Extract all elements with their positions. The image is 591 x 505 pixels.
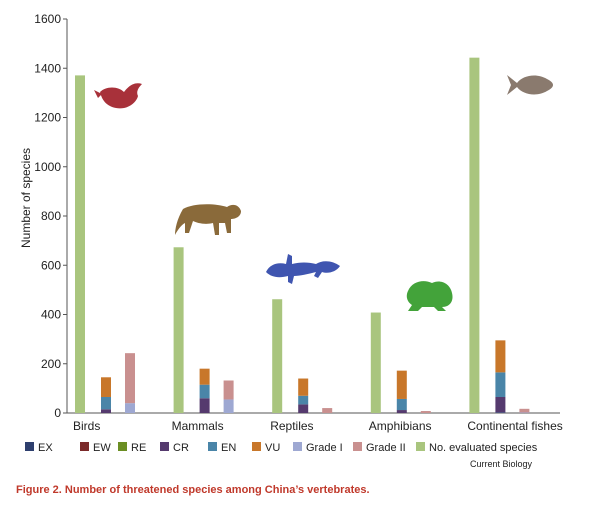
legend-label: EW [93,442,111,454]
bar-ex [495,412,506,413]
bar-cr [298,404,309,413]
legend-swatch [118,442,127,451]
x-category-label: Continental fishes [467,419,562,433]
frog-icon [406,281,453,311]
y-tick-label: 1400 [34,61,61,75]
bar-evaluated [173,247,184,413]
lizard-icon [266,254,340,284]
bar-cr [101,409,111,413]
legend-label: EN [221,442,236,454]
credit: Current Biology [470,459,533,469]
y-tick-label: 0 [54,406,61,420]
legend-swatch [160,442,169,451]
y-tick-label: 800 [41,209,61,223]
legend-swatch [353,442,362,451]
bar-cr [396,410,407,413]
bar-g2 [125,353,135,404]
bar-evaluated [370,312,381,413]
bar-g1 [223,399,234,413]
bar-en [101,396,111,410]
bar-g2 [223,380,234,400]
bar-g2 [519,408,530,413]
legend-label: CR [173,442,189,454]
legend: EX EW RE CR EN VU Grade I Grade II No. evaluated… [25,442,538,454]
bar-vu [298,378,309,396]
y-axis-label: Number of species [19,148,33,248]
bar-en [396,398,407,411]
y-tick-label: 1000 [34,160,61,174]
legend-label: No. evaluated species [429,442,538,454]
x-axis-labels: Birds Mammals Reptiles Amphibians Continenta… [73,419,563,433]
y-tick-label: 1200 [34,111,61,125]
legend-label: VU [265,442,280,454]
legend-label: Grade I [306,442,343,454]
bars [75,57,530,414]
bar-vu [199,368,210,385]
bar-vu [396,370,407,399]
legend-label: EX [38,442,53,454]
y-axis: 0 200 400 600 800 1000 1200 1400 1600 [34,12,560,420]
bar-g2 [322,408,333,413]
legend-swatch [416,442,425,451]
bar-g2 [420,411,431,413]
bird-icon [94,83,142,109]
y-tick-label: 400 [41,308,61,322]
y-tick-label: 600 [41,258,61,272]
legend-label: Grade II [366,442,406,454]
figure-caption: Figure 2. Number of threatened species a… [16,484,370,496]
bar-cr [199,398,210,413]
bar-vu [495,340,506,373]
legend-swatch [252,442,261,451]
y-tick-label: 200 [41,357,61,371]
legend-swatch [293,442,302,451]
chart: 0 200 400 600 800 1000 1200 1400 1600 Birds Mamma… [19,12,563,454]
x-category-label: Reptiles [270,419,313,433]
bar-vu [101,377,111,397]
legend-label: RE [131,442,146,454]
tiger-icon [175,204,241,235]
fish-icon [507,75,553,95]
bar-en [495,372,506,397]
legend-swatch [208,442,217,451]
bar-cr [495,396,506,413]
legend-swatch [80,442,89,451]
x-category-label: Birds [73,419,100,433]
bar-evaluated [469,57,480,413]
y-tick-label: 1600 [34,12,61,26]
x-category-label: Mammals [172,419,224,433]
x-category-label: Amphibians [369,419,432,433]
bar-evaluated [272,299,283,413]
bar-en [199,384,210,399]
bar-g1 [125,403,135,413]
bar-evaluated [75,75,85,414]
legend-swatch [25,442,34,451]
bar-en [298,395,309,405]
